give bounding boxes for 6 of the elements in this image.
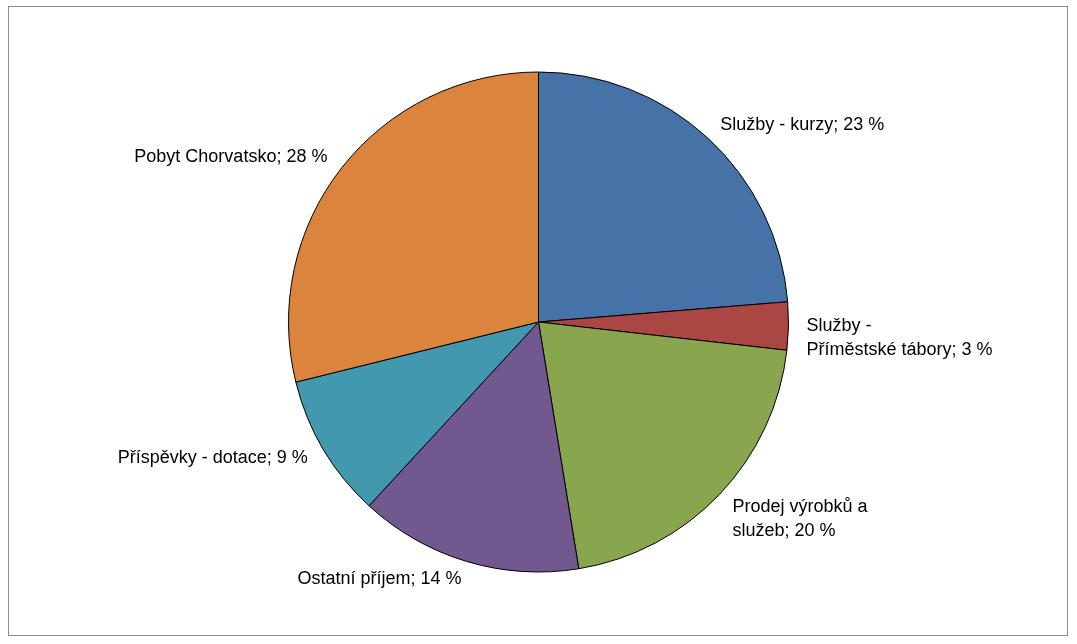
slice-label: Prodej výrobků a služeb; 20 % (732, 495, 869, 540)
slice-label: Příspěvky - dotace; 9 % (117, 447, 308, 468)
slice-label: Služby - Příměstské tábory; 3 % (806, 315, 993, 360)
slice-label: Služby - kurzy; 23 % (720, 113, 885, 134)
slice-label: Ostatní příjem; 14 % (297, 567, 462, 588)
slice-label: Pobyt Chorvatsko; 28 % (134, 145, 328, 166)
